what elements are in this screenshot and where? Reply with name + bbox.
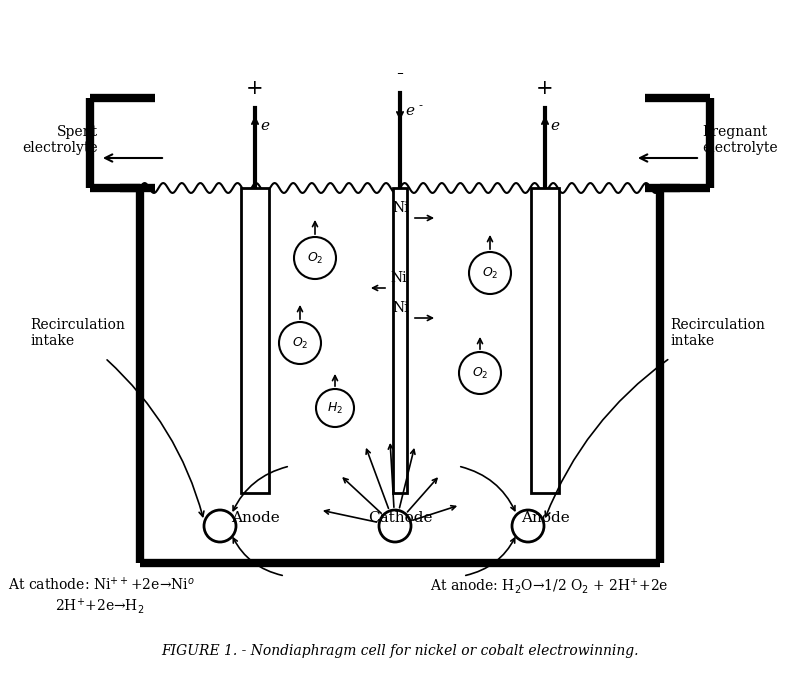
Bar (531, 188, 559, 493)
Text: $O_2$: $O_2$ (292, 336, 308, 351)
Text: Recirculation
intake: Recirculation intake (670, 318, 765, 348)
Text: +: + (536, 79, 554, 98)
Text: Anode: Anode (230, 511, 279, 525)
Text: FIGURE 1. - Nondiaphragm cell for nickel or cobalt electrowinning.: FIGURE 1. - Nondiaphragm cell for nickel… (162, 644, 638, 658)
Text: Ni: Ni (390, 271, 406, 285)
Text: -: - (418, 100, 422, 110)
Text: Cathode: Cathode (368, 511, 432, 525)
Text: $O_2$: $O_2$ (306, 250, 323, 266)
Text: $O_2$: $O_2$ (482, 266, 498, 281)
Bar (241, 188, 269, 493)
Text: e: e (260, 119, 269, 133)
Text: At anode: H$_2$O→1/2 O$_2$ + 2H$^{+}$+2e: At anode: H$_2$O→1/2 O$_2$ + 2H$^{+}$+2e (430, 576, 669, 596)
Text: $O_2$: $O_2$ (472, 365, 488, 380)
Text: -: - (397, 64, 403, 83)
Text: At cathode: Ni$^{++}$+2e→Ni$^{o}$: At cathode: Ni$^{++}$+2e→Ni$^{o}$ (8, 576, 195, 593)
Text: Recirculation
intake: Recirculation intake (30, 318, 125, 348)
Text: +: + (246, 79, 264, 98)
Text: 2H$^{+}$+2e→H$_2$: 2H$^{+}$+2e→H$_2$ (55, 596, 144, 616)
Text: Ni: Ni (392, 301, 409, 315)
Text: e: e (550, 119, 559, 133)
Text: Ni: Ni (392, 201, 409, 215)
Text: $H_2$: $H_2$ (327, 401, 343, 416)
Text: e: e (405, 104, 414, 118)
Text: Spent
electrolyte: Spent electrolyte (22, 125, 98, 155)
Bar (393, 188, 407, 493)
Text: Pregnant
electrolyte: Pregnant electrolyte (702, 125, 778, 155)
Text: Anode: Anode (521, 511, 570, 525)
